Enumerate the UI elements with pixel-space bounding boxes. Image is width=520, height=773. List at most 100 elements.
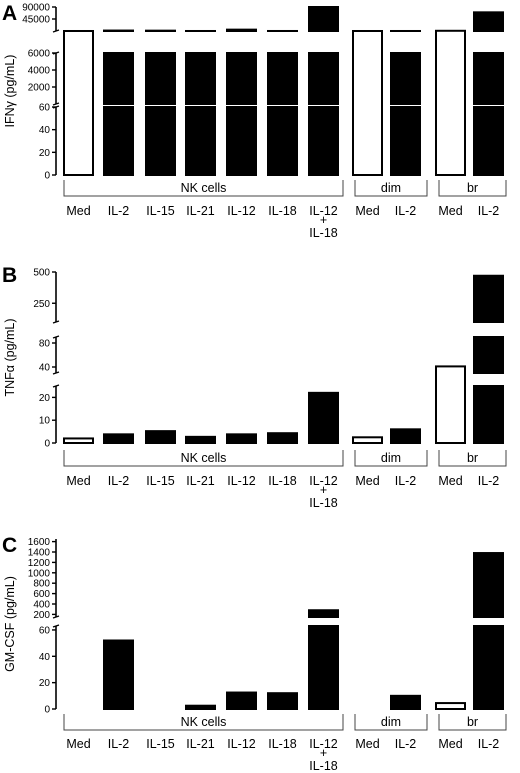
y-tick-label: 20 <box>39 393 51 404</box>
bar-a-0 <box>63 29 94 177</box>
bar-b-8 <box>390 428 421 445</box>
x-tick-label: IL-12 <box>227 204 256 218</box>
x-tick-label: + <box>320 213 327 227</box>
x-tick-label: Med <box>355 474 379 488</box>
bar-b-7 <box>352 436 383 444</box>
x-tick-label: IL-2 <box>108 474 130 488</box>
y-tick-label: 400 <box>33 600 50 611</box>
x-tick-label: IL-18 <box>268 204 297 218</box>
y-tick-label: 40 <box>39 125 51 136</box>
panel-letter: C <box>2 534 17 557</box>
bar-b-0 <box>63 437 94 445</box>
group-bracket <box>438 714 507 731</box>
bar-break-gap <box>435 374 466 385</box>
chart-panel-a: A IFNγ (pg/mL) 0 20 40 60 2000 4000 6000 45000900… <box>2 2 507 240</box>
group-bracket <box>438 450 507 467</box>
chart-panel-b: B TNFα (pg/mL) 0 10 20 40 80 250 500 NK cells dim b… <box>2 264 507 510</box>
bar-b-6 <box>308 391 339 444</box>
y-tick-label: 1400 <box>28 548 51 559</box>
y-tick-label: 600 <box>33 589 50 600</box>
x-tick-label: IL-18 <box>309 496 338 510</box>
bar-c-5 <box>267 692 298 711</box>
x-tick-label: IL-15 <box>146 204 175 218</box>
bar-break-gap <box>103 32 134 52</box>
bar-break-gap <box>473 105 504 106</box>
axis-break-mark <box>52 615 60 619</box>
bar-c-9 <box>435 702 466 710</box>
bar-break-gap <box>352 105 383 106</box>
bar-c-1 <box>103 639 134 710</box>
bar-break-gap <box>308 32 339 52</box>
bar-break-gap <box>267 32 298 52</box>
bar-a-3 <box>185 29 216 177</box>
x-tick-label: Med <box>438 474 462 488</box>
bar-break-gap <box>473 323 504 336</box>
bar-a-7 <box>352 29 383 176</box>
x-tick-label: IL-21 <box>186 737 215 751</box>
x-tick-label: Med <box>355 204 379 218</box>
bar-c-3 <box>185 704 216 711</box>
bar-break-gap <box>63 105 94 106</box>
axis-break-mark <box>52 320 60 324</box>
x-tick-label: IL-2 <box>108 737 130 751</box>
chart-panel-c: C GM-CSF (pg/mL) 0 20 40 60 200400600800100012… <box>2 534 507 773</box>
x-tick-label: IL-2 <box>108 204 130 218</box>
group-bracket <box>63 714 344 731</box>
bar-break-gap <box>63 32 94 52</box>
x-tick-label: IL-2 <box>395 204 417 218</box>
x-tick-label: Med <box>355 737 379 751</box>
bar-break-gap <box>145 32 176 52</box>
x-tick-label: IL-12 <box>309 204 338 218</box>
bar-b-1 <box>103 433 134 444</box>
group-bracket <box>63 180 344 197</box>
y-axis-title: TNFα (pg/mL) <box>3 318 17 396</box>
x-tick-label: IL-12 <box>227 737 256 751</box>
group-label: br <box>467 181 478 195</box>
bar-b-10 <box>473 274 504 444</box>
axis-break-mark <box>52 29 60 33</box>
group-label: br <box>467 715 478 729</box>
axis-break-mark <box>52 51 60 55</box>
bar-break-gap <box>473 32 504 52</box>
x-tick-label: Med <box>66 474 90 488</box>
group-bracket <box>354 714 428 731</box>
y-tick-label: 0 <box>44 171 50 182</box>
x-tick-label: IL-21 <box>186 474 215 488</box>
y-tick-label: 45000 <box>22 15 50 26</box>
bar-break-gap <box>473 618 504 625</box>
x-tick-label: Med <box>66 737 90 751</box>
y-tick-label: 10 <box>39 416 51 427</box>
bar-c-10 <box>473 552 504 710</box>
bar-break-gap <box>185 105 216 106</box>
x-tick-label: IL-18 <box>268 474 297 488</box>
bar-a-8 <box>390 29 421 176</box>
x-tick-label: IL-18 <box>268 737 297 751</box>
group-label: NK cells <box>181 451 227 465</box>
y-tick-label: 20 <box>39 678 51 689</box>
axis-break-mark <box>52 624 60 628</box>
bar-break-gap <box>103 105 134 106</box>
x-tick-label: IL-12 <box>309 737 338 751</box>
bar-break-gap <box>145 105 176 106</box>
bar-b-5 <box>267 432 298 445</box>
bar-a-5 <box>267 29 298 177</box>
y-tick-label: 60 <box>39 625 51 636</box>
x-tick-label: IL-2 <box>478 474 500 488</box>
x-tick-label: IL-15 <box>146 737 175 751</box>
bar-break-gap <box>390 32 421 52</box>
y-tick-label: 90000 <box>22 3 50 14</box>
y-tick-label: 40 <box>39 652 51 663</box>
x-tick-label: IL-18 <box>309 759 338 773</box>
bar-c-6 <box>308 609 339 710</box>
group-label: NK cells <box>181 715 227 729</box>
bar-a-4 <box>226 28 257 176</box>
x-tick-label: IL-15 <box>146 474 175 488</box>
x-tick-label: IL-12 <box>227 474 256 488</box>
group-bracket <box>438 180 507 197</box>
bar-break-gap <box>267 105 298 106</box>
bar-break-gap <box>226 32 257 52</box>
x-tick-label: + <box>320 746 327 760</box>
y-axis-title: GM-CSF (pg/mL) <box>3 576 17 672</box>
x-tick-label: IL-2 <box>395 737 417 751</box>
bar-a-1 <box>103 29 134 177</box>
